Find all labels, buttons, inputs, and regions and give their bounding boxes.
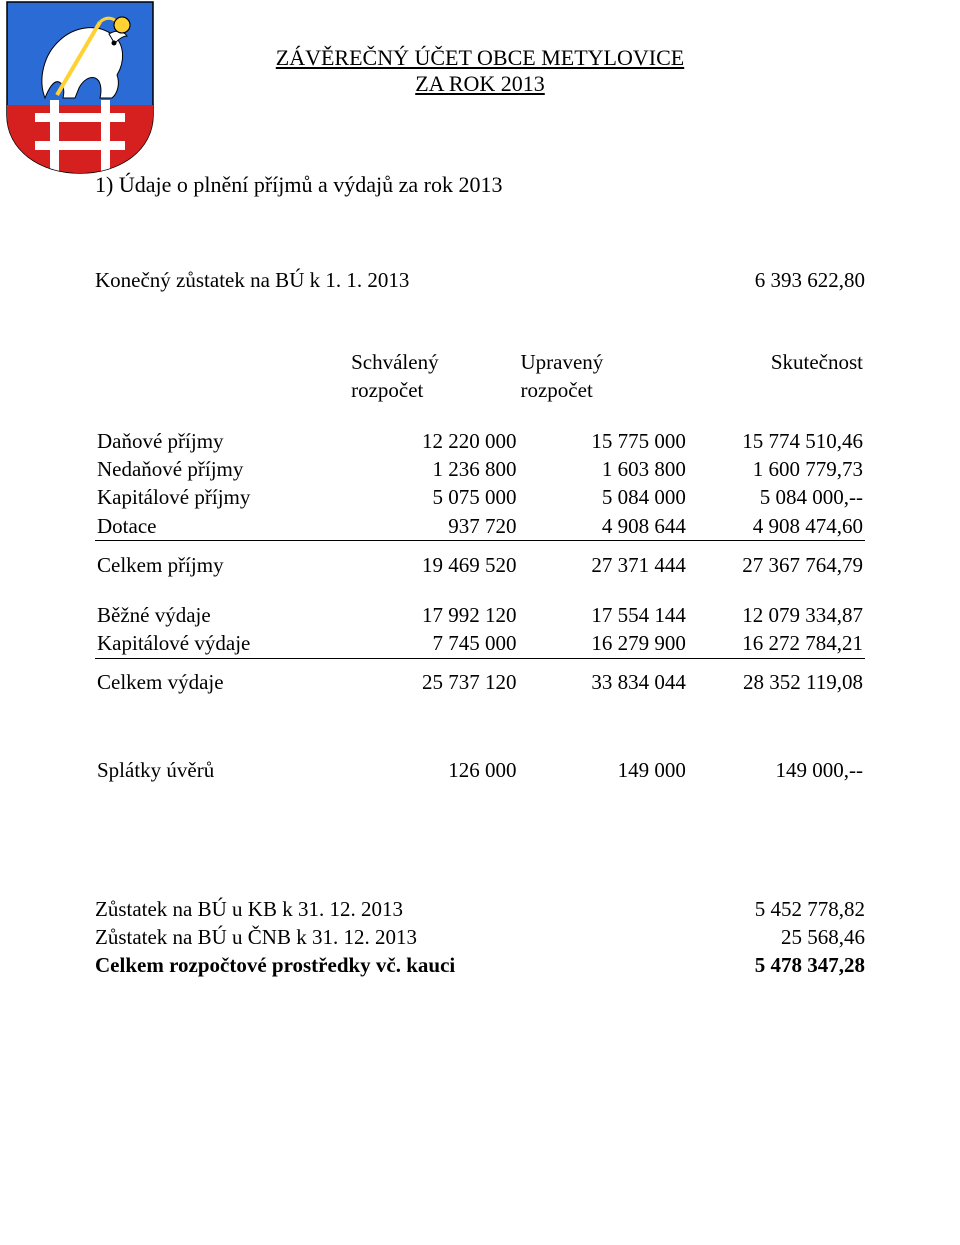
row-value: 15 774 510,46 bbox=[688, 427, 865, 455]
col-header-approved-bot: rozpočet bbox=[349, 376, 518, 404]
table-header-row-1: Schválený Upravený Skutečnost bbox=[95, 348, 865, 376]
opening-balance-value: 6 393 622,80 bbox=[755, 268, 865, 293]
row-label: Nedaňové příjmy bbox=[95, 455, 349, 483]
table-row: Nedaňové příjmy 1 236 800 1 603 800 1 60… bbox=[95, 455, 865, 483]
row-value: 4 908 474,60 bbox=[688, 512, 865, 541]
budget-table: Schválený Upravený Skutečnost rozpočet r… bbox=[95, 348, 865, 785]
row-value: 17 554 144 bbox=[518, 601, 687, 629]
table-row: Dotace 937 720 4 908 644 4 908 474,60 bbox=[95, 512, 865, 541]
row-value: 5 084 000,-- bbox=[688, 483, 865, 511]
row-value: 5 084 000 bbox=[518, 483, 687, 511]
expense-total-row: Celkem výdaje 25 737 120 33 834 044 28 3… bbox=[95, 668, 865, 696]
row-label: Kapitálové příjmy bbox=[95, 483, 349, 511]
col-header-adjusted-bot: rozpočet bbox=[518, 376, 687, 404]
footer-row: Zůstatek na BÚ u KB k 31. 12. 2013 5 452… bbox=[95, 895, 865, 923]
row-label: Dotace bbox=[95, 512, 349, 541]
row-value: 28 352 119,08 bbox=[688, 668, 865, 696]
row-value: 16 272 784,21 bbox=[688, 629, 865, 658]
coat-of-arms bbox=[5, 0, 155, 175]
row-label: Celkem příjmy bbox=[95, 551, 349, 579]
row-value: 149 000 bbox=[518, 756, 687, 784]
table-row: Běžné výdaje 17 992 120 17 554 144 12 07… bbox=[95, 601, 865, 629]
col-header-adjusted-top: Upravený bbox=[518, 348, 687, 376]
opening-balance-row: Konečný zůstatek na BÚ k 1. 1. 2013 6 39… bbox=[95, 268, 865, 293]
row-value: 937 720 bbox=[349, 512, 518, 541]
title-line-1: ZÁVĚREČNÝ ÚČET OBCE METYLOVICE bbox=[276, 45, 684, 70]
footer-block: Zůstatek na BÚ u KB k 31. 12. 2013 5 452… bbox=[95, 895, 865, 980]
row-value: 25 737 120 bbox=[349, 668, 518, 696]
footer-value: 5 452 778,82 bbox=[755, 895, 865, 923]
row-label: Kapitálové výdaje bbox=[95, 629, 349, 658]
row-value: 126 000 bbox=[349, 756, 518, 784]
row-label: Běžné výdaje bbox=[95, 601, 349, 629]
table-row: Daňové příjmy 12 220 000 15 775 000 15 7… bbox=[95, 427, 865, 455]
row-value: 16 279 900 bbox=[518, 629, 687, 658]
row-value: 1 236 800 bbox=[349, 455, 518, 483]
col-header-actual: Skutečnost bbox=[688, 348, 865, 376]
title-line-2: ZA ROK 2013 bbox=[415, 71, 545, 96]
footer-label: Zůstatek na BÚ u KB k 31. 12. 2013 bbox=[95, 895, 403, 923]
row-value: 5 075 000 bbox=[349, 483, 518, 511]
footer-total-row: Celkem rozpočtové prostředky vč. kauci 5… bbox=[95, 951, 865, 979]
row-label: Celkem výdaje bbox=[95, 668, 349, 696]
income-total-row: Celkem příjmy 19 469 520 27 371 444 27 3… bbox=[95, 551, 865, 579]
row-value: 1 600 779,73 bbox=[688, 455, 865, 483]
row-label: Daňové příjmy bbox=[95, 427, 349, 455]
row-value: 7 745 000 bbox=[349, 629, 518, 658]
row-value: 27 367 764,79 bbox=[688, 551, 865, 579]
footer-row: Zůstatek na BÚ u ČNB k 31. 12. 2013 25 5… bbox=[95, 923, 865, 951]
row-value: 4 908 644 bbox=[518, 512, 687, 541]
loan-repayment-row: Splátky úvěrů 126 000 149 000 149 000,-- bbox=[95, 756, 865, 784]
table-row: Kapitálové výdaje 7 745 000 16 279 900 1… bbox=[95, 629, 865, 658]
opening-balance-label: Konečný zůstatek na BÚ k 1. 1. 2013 bbox=[95, 268, 409, 293]
row-value: 149 000,-- bbox=[688, 756, 865, 784]
document-title: ZÁVĚREČNÝ ÚČET OBCE METYLOVICE ZA ROK 20… bbox=[95, 45, 865, 97]
row-value: 17 992 120 bbox=[349, 601, 518, 629]
row-label: Splátky úvěrů bbox=[95, 756, 349, 784]
table-header-row-2: rozpočet rozpočet bbox=[95, 376, 865, 404]
row-value: 19 469 520 bbox=[349, 551, 518, 579]
table-row: Kapitálové příjmy 5 075 000 5 084 000 5 … bbox=[95, 483, 865, 511]
row-value: 12 220 000 bbox=[349, 427, 518, 455]
shield-svg bbox=[5, 0, 155, 175]
footer-label: Zůstatek na BÚ u ČNB k 31. 12. 2013 bbox=[95, 923, 417, 951]
row-value: 1 603 800 bbox=[518, 455, 687, 483]
footer-label: Celkem rozpočtové prostředky vč. kauci bbox=[95, 951, 455, 979]
row-value: 12 079 334,87 bbox=[688, 601, 865, 629]
col-header-approved-top: Schválený bbox=[349, 348, 518, 376]
row-value: 27 371 444 bbox=[518, 551, 687, 579]
footer-value: 25 568,46 bbox=[781, 923, 865, 951]
footer-value: 5 478 347,28 bbox=[755, 951, 865, 979]
row-value: 15 775 000 bbox=[518, 427, 687, 455]
row-value: 33 834 044 bbox=[518, 668, 687, 696]
section-heading: 1) Údaje o plnění příjmů a výdajů za rok… bbox=[95, 172, 865, 198]
